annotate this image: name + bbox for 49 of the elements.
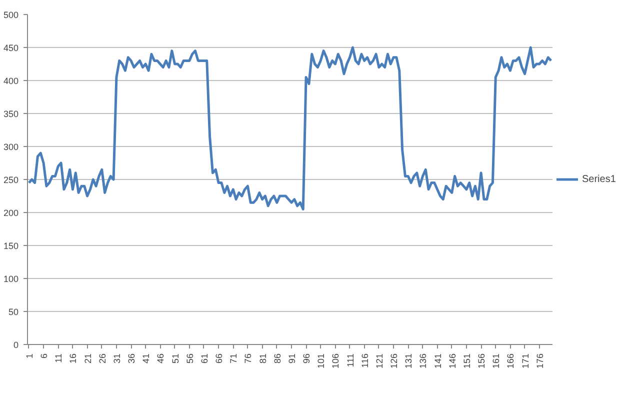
x-tick-label: 81 [258,353,268,364]
x-tick-label: 176 [534,353,545,369]
x-tick-label: 1 [24,353,34,359]
x-tick-label: 56 [184,353,195,364]
y-tick-label: 50 [8,307,19,317]
legend-label: Series1 [582,174,616,184]
x-tick-label: 121 [374,353,384,369]
x-tick-label: 11 [54,354,64,363]
x-tick-label: 171 [520,353,530,369]
x-tick-label: 46 [156,353,166,364]
x-tick-label: 31 [112,353,122,364]
x-tick-label: 86 [272,353,282,364]
x-tick-label: 161 [491,353,502,369]
x-tick-label: 136 [418,353,428,369]
y-tick-label: 100 [3,274,19,284]
x-tick-label: 151 [462,353,472,369]
y-tick-label: 0 [13,340,19,350]
x-tick-label: 116 [360,353,370,368]
line-series [28,46,552,210]
x-tick-label: 106 [330,353,341,369]
x-tick-label: 146 [447,353,458,369]
x-tick-label: 156 [476,353,487,369]
x-tick-label: 91 [286,353,297,364]
x-tick-label: 126 [389,353,400,369]
y-tick-label: 350 [3,109,19,119]
x-tick-label: 16 [68,353,78,364]
x-tick-label: 111 [345,353,356,368]
x-tick-label: 41 [141,353,152,364]
x-tick-label: 51 [170,353,180,364]
x-tick-label: 141 [432,353,443,369]
y-tick-label: 500 [3,10,19,20]
y-tick-label: 250 [3,175,19,185]
x-tick-label: 131 [404,353,414,369]
x-tick-label: 71 [228,353,239,364]
y-tick-label: 150 [3,241,19,251]
x-tick-label: 21 [82,353,93,364]
x-tick-label: 36 [126,353,137,364]
x-tick-label: 6 [39,353,50,359]
x-tick-label: 76 [243,353,254,364]
x-tick-label: 96 [302,353,312,364]
y-tick-label: 450 [3,43,19,53]
y-tick-label: 300 [3,142,19,152]
x-tick-label: 166 [506,353,516,369]
x-tick-label: 61 [199,353,210,364]
x-tick-label: 101 [316,353,326,369]
y-tick-label: 200 [3,208,19,218]
x-tick-label: 66 [214,353,224,364]
x-tick-label: 26 [97,353,108,364]
y-tick-label: 400 [3,76,19,86]
